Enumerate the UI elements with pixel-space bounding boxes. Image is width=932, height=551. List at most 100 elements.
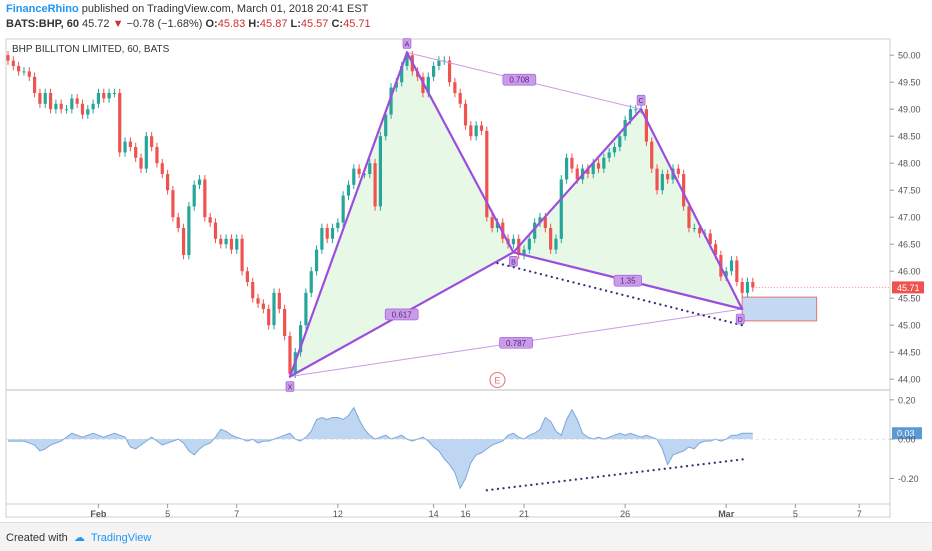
candle-body [118, 93, 122, 153]
pattern-leg-bc [512, 108, 643, 254]
candle-body [655, 168, 659, 191]
candle-body [650, 141, 654, 169]
osc-tick-label: 0.20 [898, 395, 916, 405]
event-marker-icon[interactable] [489, 372, 506, 388]
time-tick-label: 5 [165, 509, 170, 519]
candle-body [251, 282, 255, 299]
pattern-point-a-box [402, 38, 412, 49]
candle-body [469, 125, 473, 137]
candle-body [740, 282, 744, 293]
candle-body [682, 174, 686, 207]
candle-body [54, 103, 58, 110]
candle-body [357, 168, 361, 174]
chart-title: BHP BILLITON LIMITED, 60, BATS [12, 44, 170, 55]
candle-body [96, 93, 101, 104]
candle-body [378, 136, 382, 207]
candle-body [559, 179, 563, 239]
candle-body [453, 82, 457, 93]
time-tick-label: 14 [429, 509, 439, 519]
last-price-value: 45.71 [897, 283, 920, 293]
candle-body [373, 163, 377, 207]
candle-body [538, 217, 542, 223]
target-zone[interactable] [741, 296, 818, 322]
author-name[interactable]: FinanceRhino [6, 3, 79, 15]
price-tick-label: 50.00 [898, 51, 921, 61]
pattern-xab-fill [289, 52, 514, 377]
time-tick-label: 26 [620, 509, 630, 519]
ohlc-line: BATS:BHP, 60 45.72 ▼ −0.78 (−1.68%) O:45… [6, 18, 371, 30]
candle-body [735, 260, 739, 282]
price-change: −0.78 (−1.68%) [126, 18, 203, 30]
candle-body [618, 136, 622, 147]
time-tick-label: Feb [90, 509, 107, 519]
oscillator-value-badge [892, 427, 922, 440]
candle-body [511, 238, 515, 245]
candle-body [27, 71, 31, 77]
candle-body [203, 179, 207, 218]
candle-body [485, 130, 489, 218]
tradingview-brand[interactable]: TradingView [90, 532, 152, 544]
pattern-point-x: X [288, 385, 293, 392]
candle-body [729, 260, 734, 272]
pattern-point-c: C [639, 98, 644, 105]
chart-area[interactable]: 0.03 50.00 49.50 49.00 48.50 48.00 47.50 47.00… [0, 34, 932, 527]
created-with-text: Created with [6, 532, 68, 544]
price-tick-label: 48.50 [898, 132, 921, 142]
pattern-point-d: D [738, 317, 743, 324]
ratio-label-xb: 0.617 [392, 310, 413, 319]
candle-body [320, 228, 324, 250]
candle-body [43, 93, 47, 104]
open-label: O: [205, 18, 218, 30]
published-text: published on TradingView.com, March 01, … [81, 3, 369, 15]
time-tick-label: 5 [793, 509, 798, 519]
price-tick-label: 46.50 [898, 240, 921, 250]
candle-body [692, 228, 696, 229]
candle-body [75, 98, 79, 104]
candle-body [176, 217, 180, 228]
candle-body [112, 93, 116, 94]
price-tick-label: 49.00 [898, 105, 921, 115]
symbol-label[interactable]: BATS:BHP, 60 [6, 18, 79, 30]
candle-body [554, 238, 558, 250]
candle-body [187, 206, 191, 255]
tradingview-logo-icon[interactable]: ☁ [70, 532, 88, 544]
oscillator-line [8, 406, 753, 490]
time-tick-label: 7 [234, 509, 239, 519]
candle-body [341, 195, 345, 223]
pattern-leg-ab [405, 51, 515, 254]
ratio-label-xd-box [499, 336, 533, 349]
candle-body [91, 103, 95, 110]
candle-body [208, 217, 212, 223]
candle-body [426, 76, 430, 93]
chart-canvas[interactable]: 0.03 50.0049.5049.0048.5048.0047.5047.00… [0, 34, 932, 522]
candle-body [463, 103, 468, 126]
ratio-label-xd: 0.787 [506, 339, 527, 348]
candle-body [751, 282, 755, 288]
candle-body [166, 174, 170, 191]
price-tick-label: 49.50 [898, 78, 921, 88]
candle-body [713, 244, 718, 255]
candle-body [612, 147, 617, 153]
time-tick-label: 7 [857, 509, 862, 519]
candle-body [330, 228, 335, 239]
candle-body [543, 217, 547, 228]
footer-bar: Created with ☁ TradingView [0, 522, 932, 551]
candle-body [596, 163, 601, 169]
pattern-point-d-box [735, 313, 745, 325]
candle-body [102, 93, 106, 99]
pattern-point-b: B [511, 259, 516, 266]
candle-body [48, 93, 53, 110]
candle-body [522, 249, 526, 255]
candle-body [687, 206, 691, 228]
candle-body [479, 125, 484, 131]
chart-header: FinanceRhino published on TradingView.co… [0, 0, 932, 34]
footer-credit: Created with ☁ TradingView [6, 531, 151, 544]
candle-body [384, 114, 388, 137]
pattern-point-a: A [405, 42, 410, 49]
price-tick-label: 48.00 [898, 159, 921, 169]
candle-body [17, 66, 21, 72]
price-tick-label: 44.00 [898, 375, 921, 385]
osc-tick-label: -0.20 [898, 474, 919, 484]
oscillator-value: 0.03 [897, 429, 915, 439]
candle-body [64, 109, 69, 111]
